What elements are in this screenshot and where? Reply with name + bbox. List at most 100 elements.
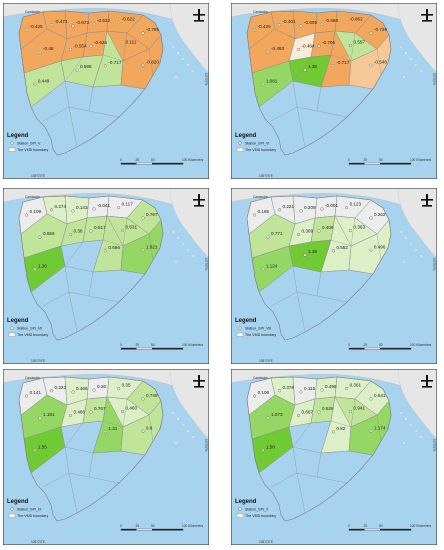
spi-value-label: 0.552: [336, 245, 348, 250]
scale-tick-label: 25: [364, 158, 368, 162]
legend-station-label: Station_SPI_V: [17, 142, 41, 146]
station-marker: [369, 248, 373, 252]
cell-edge: [330, 215, 374, 275]
cell-edge: [42, 195, 68, 225]
cell-edge: [320, 84, 350, 88]
station-marker: [299, 390, 303, 394]
station-marker: [278, 208, 282, 212]
station-marker: [320, 388, 324, 392]
spi-value-label: 0.123: [350, 202, 362, 207]
scale-tick-label: 100 Kilometers: [182, 524, 204, 528]
legend: Legend Station_SPI_VII The VMD boundary: [7, 318, 48, 337]
spi-value-label: -0.820: [146, 59, 159, 64]
spi-value-label: -0.605: [304, 20, 317, 25]
scale-tick-label: 100 Kilometers: [410, 158, 432, 162]
cell-edge: [248, 28, 276, 50]
station-marker: [299, 209, 303, 213]
island: [176, 51, 180, 55]
legend-boundary-label: The VMD boundary: [245, 514, 276, 518]
vmd-boundary: [18, 10, 164, 156]
cell-edge: [320, 269, 350, 273]
cell-edge: [248, 213, 276, 235]
cell-edge: [248, 394, 276, 416]
island: [409, 57, 413, 61]
longitude-label: 105°0'0"E: [259, 540, 273, 544]
station-marker: [103, 249, 107, 253]
scale-tick-label: 0: [348, 158, 350, 162]
spi-value-label: 0.141: [30, 390, 42, 395]
island: [399, 230, 403, 234]
island: [404, 417, 408, 421]
legend-title: Legend: [7, 318, 29, 324]
spi-value-label: -0.622: [122, 17, 135, 22]
spi-value-label: 0.82: [336, 426, 345, 431]
cell-edge: [258, 265, 294, 293]
island: [399, 45, 403, 49]
spi-value-label: 0.667: [302, 410, 314, 415]
island: [414, 63, 418, 67]
station-marker: [92, 207, 96, 211]
spi-value-label: 0.486: [74, 410, 86, 415]
station-marker: [369, 429, 373, 433]
scale-tick-label: 25: [136, 343, 140, 347]
spi-value-label: 0.221: [283, 204, 295, 209]
spi-value-label: 0.36: [74, 229, 83, 234]
station-marker: [278, 389, 282, 393]
longitude-label: 105°0'0"E: [259, 359, 273, 363]
legend-station-icon: [238, 326, 242, 330]
map-panel-spi-vii: 0.109 0.274 0.143 -0.041 0.117 0.767 0.656 0.36…: [3, 188, 209, 364]
scale-tick-label: 25: [364, 343, 368, 347]
spi-value-label: 0.541: [374, 393, 386, 398]
spi-value-label: 1.073: [271, 412, 283, 417]
spi-value-label: 0.626: [322, 406, 334, 411]
cell-edge: [20, 394, 48, 416]
spi-value-label: 1.081: [266, 78, 278, 83]
station-marker: [92, 22, 96, 26]
station-marker: [75, 68, 79, 72]
cell-edge: [30, 446, 66, 474]
legend-station-label: Station_SPI_VII: [17, 327, 42, 331]
cell-edge: [251, 426, 290, 440]
cell-edge: [258, 80, 294, 108]
map-panel-spi-x: 0.106 0.378 0.115 0.498 0.361 0.541 1.073 0.667…: [231, 369, 437, 545]
spi-value-label: -0.532: [97, 18, 110, 23]
spi-value-label: 1.36: [308, 249, 317, 254]
island: [402, 75, 406, 79]
station-marker: [266, 416, 270, 420]
station-marker: [253, 213, 257, 217]
spi-value-label: -0.739: [374, 27, 387, 32]
station-marker: [345, 387, 349, 391]
station-marker: [89, 229, 93, 233]
station-marker: [331, 64, 335, 68]
spi-value-label: -0.426: [258, 24, 271, 29]
scale-tick-label: 0: [120, 524, 122, 528]
spi-value-label: 0.111: [126, 40, 137, 45]
spi-value-label: -0.041: [97, 203, 110, 208]
country-label: Cambodia: [25, 10, 40, 14]
island: [181, 57, 185, 61]
scale-bar: 0 25 50 100 Kilometers: [348, 158, 432, 165]
cell-edge: [270, 472, 298, 488]
station-marker: [25, 28, 29, 32]
station-marker: [345, 21, 349, 25]
cell-edge: [102, 30, 146, 90]
cell-edge: [376, 233, 382, 261]
island: [414, 429, 418, 433]
station-marker: [296, 233, 300, 237]
legend-station-label: Station_SPI_X: [245, 508, 269, 512]
cell-edge: [270, 291, 298, 307]
station-marker: [68, 414, 72, 418]
panel-frame: [3, 3, 209, 179]
station-marker: [348, 229, 352, 233]
cell-edge: [148, 414, 154, 442]
island: [171, 411, 175, 415]
spi-value-label: 0.498: [325, 384, 337, 389]
panel-frame: [3, 188, 209, 364]
spi-value-label: 0.262: [374, 212, 386, 217]
spi-value-label: 1.174: [374, 425, 386, 430]
map-svg: 0.141 0.223 0.466 0.26 0.35 0.749 1.181 0.486 0.…: [3, 369, 209, 545]
station-marker: [25, 213, 29, 217]
legend: Legend Station_SPI_VI The VMD boundary: [235, 133, 276, 152]
station-marker: [89, 410, 93, 414]
